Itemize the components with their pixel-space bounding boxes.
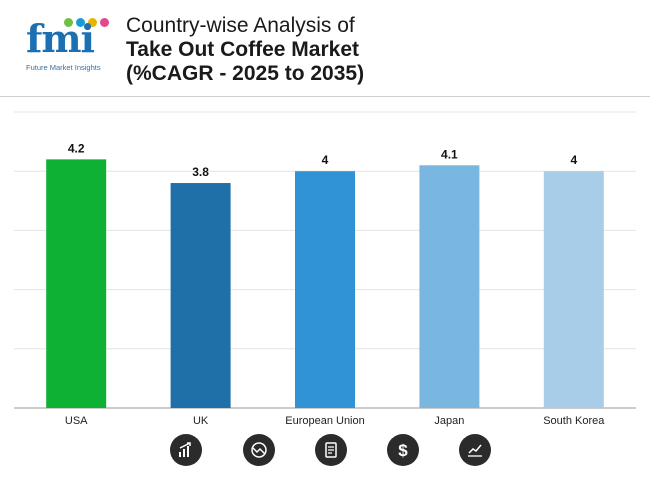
bar-chart: 4.2 USA 3.8 UK 4 European Union 4.1 Japan 4 South…: [14, 111, 636, 427]
logo-dot: [100, 18, 109, 27]
title-line-1: Country-wise Analysis of: [126, 14, 355, 37]
header: fmi Future Market Insights Country-wise …: [0, 0, 650, 96]
bar: [46, 159, 107, 408]
bar: [295, 171, 355, 408]
growth-chart-icon[interactable]: [170, 434, 202, 466]
svg-text:$: $: [398, 441, 408, 460]
logo-dot: [88, 18, 97, 27]
bar: [543, 171, 604, 408]
data-label: 4.2: [68, 141, 85, 155]
header-divider: [0, 96, 650, 97]
dollar-icon[interactable]: $: [387, 434, 419, 466]
chart-title: Country-wise Analysis of Take Out Coffee…: [126, 14, 364, 86]
bar: [419, 165, 480, 408]
trend-icon[interactable]: [459, 434, 491, 466]
report-icon[interactable]: [315, 434, 347, 466]
x-tick-label: USA: [65, 415, 88, 427]
logo-dots: [64, 14, 112, 32]
bar: [170, 183, 231, 408]
fmi-logo: fmi Future Market Insights: [26, 12, 112, 72]
title-line-2: Take Out Coffee Market: [126, 38, 359, 61]
logo-dot: [76, 18, 85, 27]
footer-icons: $: [0, 434, 650, 474]
x-tick-label: European Union: [285, 415, 365, 427]
data-label: 4.1: [441, 147, 458, 161]
x-tick-label: South Korea: [543, 415, 605, 427]
title-line-3: (%CAGR - 2025 to 2035): [126, 62, 365, 85]
logo-dot: [64, 18, 73, 27]
data-label: 3.8: [192, 165, 209, 179]
logo-wordmark: fmi: [26, 16, 95, 61]
logo-tagline: Future Market Insights: [26, 63, 101, 72]
analysis-icon[interactable]: [243, 434, 275, 466]
x-tick-label: UK: [193, 415, 209, 427]
data-label: 4: [570, 153, 577, 167]
x-tick-label: Japan: [434, 415, 464, 427]
data-label: 4: [322, 153, 329, 167]
